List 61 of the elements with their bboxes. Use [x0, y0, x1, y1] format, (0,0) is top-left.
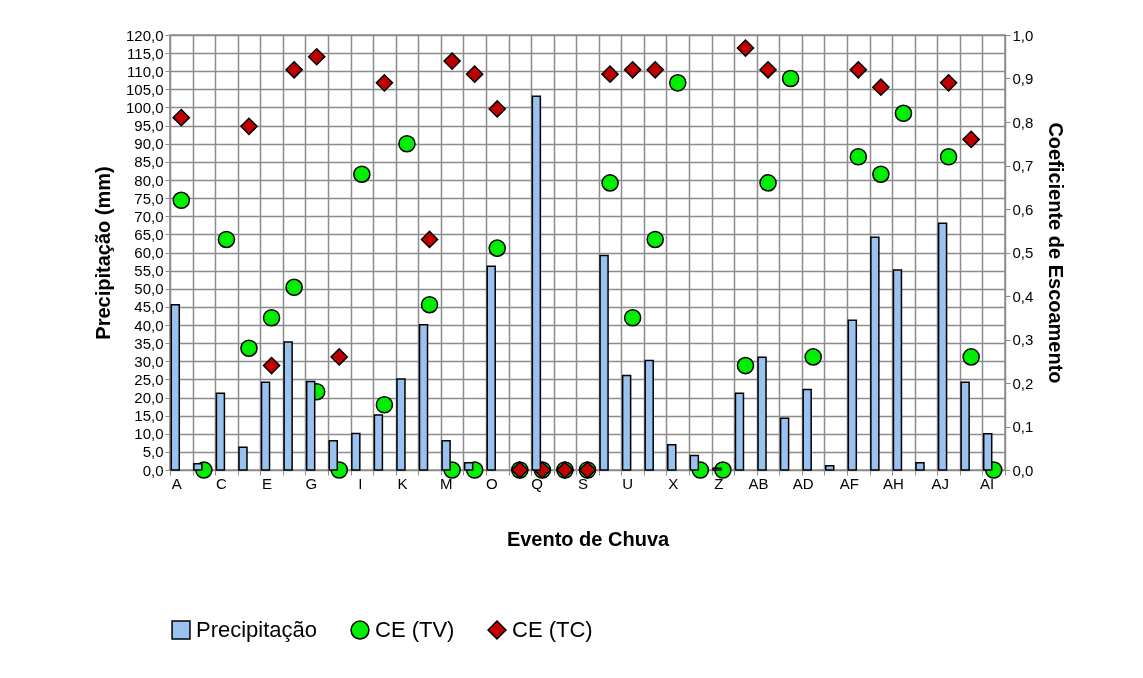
y-tick-label: 65,0	[134, 225, 164, 243]
y2-tick-label: 1,0	[1012, 26, 1034, 44]
y2-tick-label: 0,3	[1012, 331, 1034, 348]
y-tick-label: 50,0	[134, 280, 164, 298]
y2-tick-label: 0,8	[1012, 113, 1034, 131]
x-tick-label: AB	[748, 474, 769, 492]
y2-tick-label: 0,9	[1012, 70, 1034, 87]
y-tick-label: 90,0	[134, 135, 164, 153]
x-tick-label: M	[440, 474, 453, 492]
y-tick-label: 5,0	[142, 443, 164, 461]
y2-tick-label: 0,0	[1012, 461, 1034, 479]
x-tick-label: O	[486, 474, 498, 492]
y-tick-label: 10,0	[134, 425, 164, 443]
x-tick-label: C	[216, 474, 228, 492]
x-tick-label: I	[358, 474, 363, 492]
y2-tick-label: 0,7	[1012, 157, 1034, 174]
y-tick-label: 20,0	[134, 389, 164, 406]
y-tick-label: 80,0	[134, 171, 164, 189]
x-tick-label: K	[397, 474, 408, 492]
y-tick-label: 55,0	[134, 262, 164, 280]
y-tick-label: 95,0	[134, 117, 164, 135]
x-tick-label: AF	[839, 474, 859, 492]
y-tick-label: 115,0	[127, 44, 164, 62]
y-tick-label: 40,0	[134, 316, 164, 334]
y-tick-label: 105,0	[125, 80, 164, 98]
x-tick-label: G	[305, 474, 318, 492]
x-tick-label: E	[262, 474, 273, 492]
y-tick-label: 0,0	[142, 461, 164, 479]
y-tick-label: 110,0	[127, 62, 164, 80]
legend-label: Precipitação	[196, 617, 318, 643]
y-axis-title: Precipitação (mm)	[91, 166, 114, 340]
y-tick-label: 85,0	[134, 153, 164, 171]
x-tick-label: X	[668, 474, 679, 492]
x-tick-label: AD	[792, 474, 814, 492]
x-tick-label: U	[622, 474, 634, 492]
x-tick-label: Z	[714, 474, 724, 492]
y2-tick-label: 0,1	[1012, 418, 1034, 435]
y-tick-label: 75,0	[134, 189, 164, 207]
x-tick-label: AI	[980, 474, 995, 492]
y2-tick-label: 0,6	[1012, 200, 1034, 218]
y-tick-label: 60,0	[134, 244, 164, 261]
y2-axis-title: Coeficiente de Escoamento	[1045, 122, 1068, 384]
y2-tick-label: 0,2	[1012, 374, 1034, 392]
legend-label: CE (TV)	[375, 617, 455, 643]
y-tick-label: 15,0	[134, 407, 164, 425]
legend-label: CE (TC)	[512, 617, 593, 643]
y-tick-label: 100,0	[125, 99, 164, 116]
x-tick-label: S	[577, 474, 588, 492]
y2-tick-label: 0,4	[1012, 287, 1034, 305]
y2-tick-label: 0,5	[1012, 244, 1034, 261]
y-tick-label: 25,0	[134, 370, 164, 388]
y-tick-label: 45,0	[134, 298, 164, 316]
x-tick-label: A	[171, 474, 182, 492]
y-tick-label: 70,0	[134, 207, 164, 225]
y-tick-label: 120,0	[125, 26, 164, 44]
x-axis-title: Evento de Chuva	[506, 527, 670, 550]
x-tick-label: Q	[531, 474, 543, 492]
x-tick-label: AH	[883, 474, 904, 492]
y-tick-label: 35,0	[134, 334, 164, 352]
y-tick-label: 30,0	[134, 352, 164, 370]
x-tick-label: AJ	[931, 474, 950, 492]
